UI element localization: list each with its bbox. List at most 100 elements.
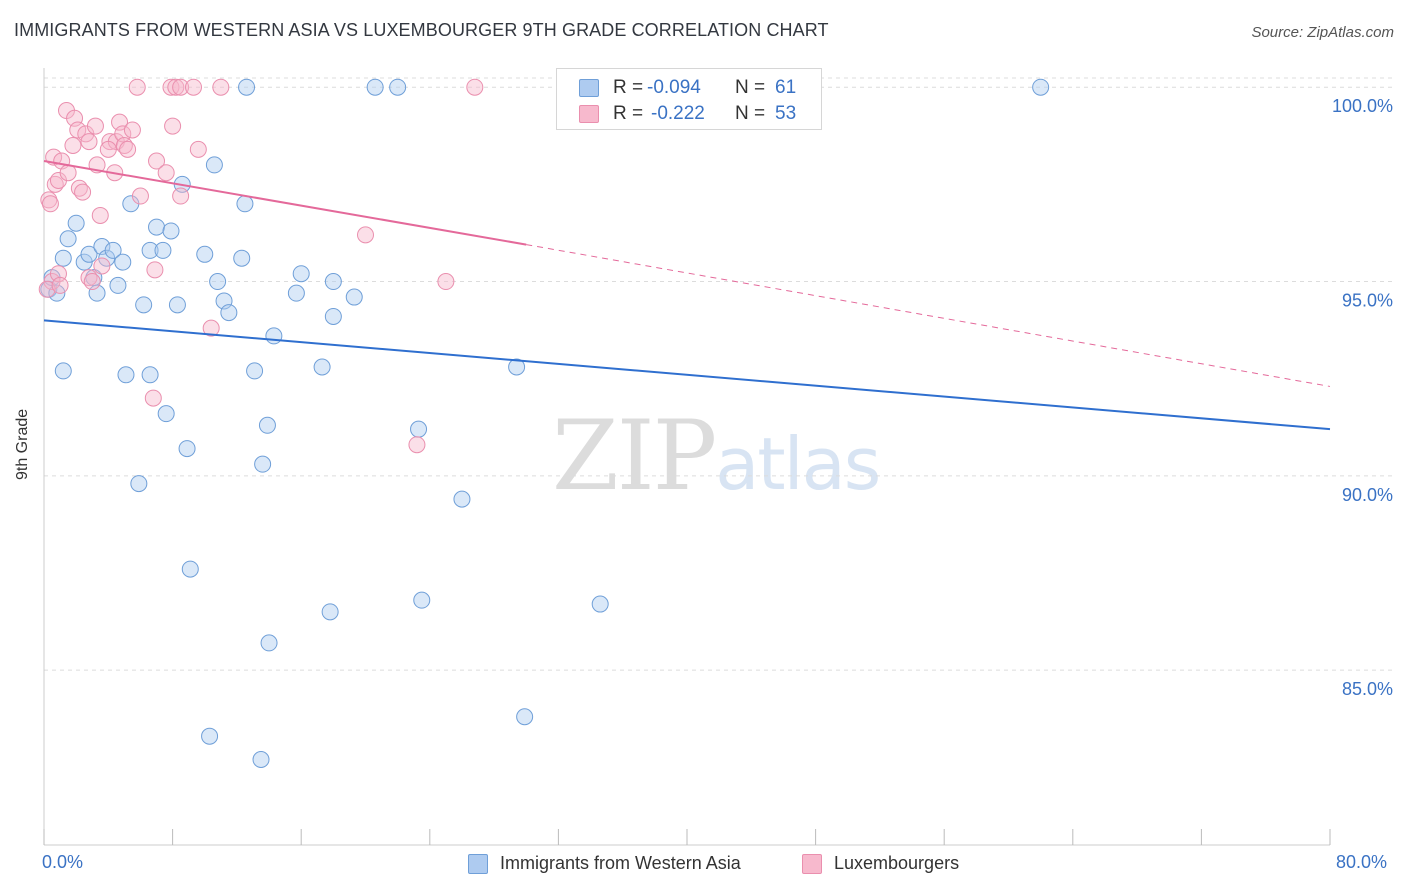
legend-swatch-blue [579, 79, 599, 97]
trend-line-blue [43, 319, 1331, 431]
data-point-blue [345, 288, 363, 306]
y-axis-label: 9th Grade [14, 408, 31, 480]
data-point-pink [202, 319, 220, 337]
data-point-blue [148, 218, 166, 236]
bottom-legend-label-pink: Luxembourgers [834, 853, 960, 873]
data-point-blue [252, 751, 270, 769]
data-point-pink [93, 257, 111, 275]
data-point-pink [212, 78, 230, 96]
legend-n-value: 61 [775, 77, 797, 98]
data-point-blue [236, 195, 254, 213]
data-point-pink [437, 273, 455, 291]
data-point-pink [144, 389, 162, 407]
trend-line-pink-extension [526, 244, 1331, 387]
data-point-pink [357, 226, 374, 244]
data-point-blue [265, 327, 283, 345]
data-point-blue [130, 475, 148, 493]
legend-r-value: -0.094 [647, 77, 701, 98]
data-point-blue [324, 273, 342, 291]
trend-line-pink [43, 160, 527, 246]
y-tick-label: 95.0% [1342, 291, 1393, 311]
data-point-blue [389, 78, 407, 96]
data-point-blue [209, 273, 227, 291]
chart-title: IMMIGRANTS FROM WESTERN ASIA VS LUXEMBOU… [14, 20, 829, 40]
bottom-legend-label-blue: Immigrants from Western Asia [500, 853, 741, 873]
data-point-pink [184, 78, 202, 96]
data-point-pink [172, 187, 190, 205]
data-point-blue [591, 595, 609, 613]
data-point-blue [453, 490, 471, 508]
data-point-blue [141, 241, 159, 259]
data-point-pink [74, 183, 92, 201]
data-point-pink [83, 273, 101, 291]
data-point-blue [366, 78, 384, 96]
data-point-pink [466, 78, 484, 96]
legend-n-label: N = [735, 77, 766, 98]
data-point-blue [109, 276, 127, 294]
data-point-pink [408, 436, 426, 454]
data-point-blue [114, 253, 132, 271]
data-point-pink [91, 206, 109, 224]
data-point-blue [205, 156, 223, 174]
legend-r-value: -0.222 [651, 103, 705, 124]
data-point-pink [172, 78, 190, 96]
legend-n-value: 53 [775, 103, 797, 124]
data-point-blue [154, 241, 172, 259]
data-point-blue [178, 440, 196, 458]
data-point-blue [67, 214, 85, 232]
data-point-blue [162, 222, 180, 240]
data-point-blue [287, 284, 305, 302]
data-point-pink [131, 187, 149, 205]
y-tick-label: 100.0% [1332, 96, 1393, 116]
watermark: ZIPatlas [552, 400, 881, 512]
data-point-blue [258, 416, 276, 434]
data-point-blue [220, 304, 238, 322]
data-point-blue [233, 249, 251, 267]
data-point-pink [148, 152, 166, 170]
data-point-pink [162, 78, 180, 96]
data-point-blue [59, 230, 77, 248]
data-point-blue [135, 296, 153, 314]
data-point-blue [321, 603, 339, 621]
data-point-blue [104, 241, 122, 259]
data-point-pink [80, 133, 98, 151]
data-point-blue [196, 245, 214, 263]
data-point-blue [1032, 78, 1050, 96]
data-point-pink [51, 276, 69, 294]
data-point-blue [324, 307, 342, 325]
y-tick-label: 90.0% [1342, 485, 1393, 505]
data-point-pink [123, 121, 141, 139]
data-point-blue [516, 708, 534, 726]
stats-legend: R = -0.094 N = 61 R = -0.222 N = 53 [556, 68, 822, 130]
data-point-blue [168, 296, 186, 314]
data-point-blue [117, 366, 135, 384]
data-point-blue [410, 420, 428, 438]
bottom-legend-swatch-pink [802, 854, 822, 874]
data-point-blue [238, 78, 256, 96]
data-point-blue [413, 591, 431, 609]
data-point-pink [69, 121, 87, 139]
data-point-blue [508, 358, 526, 376]
data-point-pink [128, 78, 146, 96]
data-point-pink [119, 140, 137, 158]
data-point-blue [254, 455, 272, 473]
data-point-blue [292, 265, 310, 283]
x-tick-label-min: 0.0% [42, 852, 84, 872]
data-point-blue [246, 362, 264, 380]
data-point-blue [157, 405, 175, 423]
source-text: Source: ZipAtlas.com [1251, 24, 1394, 41]
legend-n-label: N = [735, 103, 766, 124]
data-point-blue [141, 366, 159, 384]
data-point-pink [164, 117, 182, 135]
data-point-blue [201, 727, 219, 745]
legend-r-label: R = [613, 77, 644, 98]
data-point-pink [167, 78, 185, 96]
x-tick-label-max: 80.0% [1336, 852, 1388, 872]
legend-r-label: R = [613, 103, 644, 124]
data-point-pink [41, 195, 59, 213]
data-point-pink [64, 136, 82, 154]
legend-swatch-pink [579, 105, 599, 123]
data-point-pink [86, 117, 104, 135]
data-point-blue [54, 362, 72, 380]
